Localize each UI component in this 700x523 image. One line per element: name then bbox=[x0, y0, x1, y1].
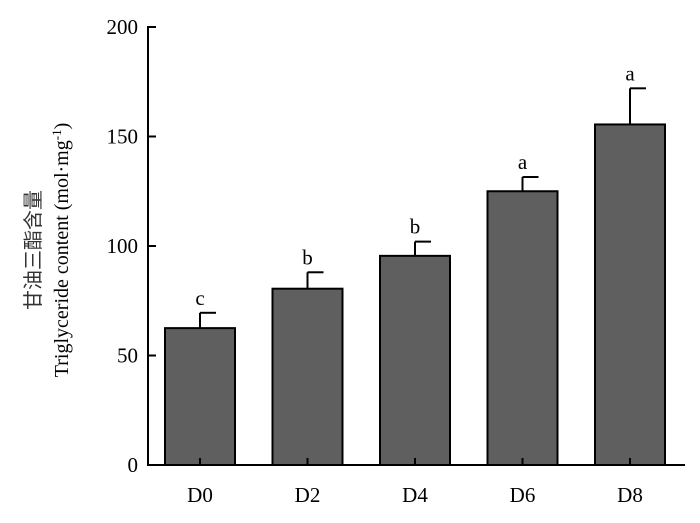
error-bars-group bbox=[199, 87, 646, 329]
x-tick-label: D6 bbox=[510, 483, 536, 507]
y-tick-label: 150 bbox=[107, 125, 139, 149]
x-ticks-group: D0 D2 D4 D6 D8 bbox=[187, 458, 643, 507]
bar-d0 bbox=[164, 327, 236, 466]
y-axis-title-english: Triglyceride content (mol·mg-1) bbox=[49, 123, 74, 378]
significance-letter: a bbox=[518, 150, 528, 174]
significance-letter: b bbox=[302, 245, 313, 269]
y-tick-label: 50 bbox=[117, 344, 138, 368]
significance-letter: c bbox=[195, 286, 204, 310]
x-tick-label: D4 bbox=[402, 483, 428, 507]
significance-letter: b bbox=[410, 215, 421, 239]
y-axis-title: 甘油三酯含量 Triglyceride content (mol·mg-1) bbox=[21, 123, 73, 378]
bar-d2 bbox=[271, 287, 344, 466]
x-tick-label: D8 bbox=[617, 483, 643, 507]
significance-letters-group: c b b a a bbox=[195, 61, 635, 309]
y-tick-label: 100 bbox=[107, 234, 139, 258]
y-tick-label: 200 bbox=[107, 15, 139, 39]
bar-d6 bbox=[486, 190, 559, 466]
y-axis-title-chinese: 甘油三酯含量 bbox=[21, 190, 45, 310]
bars-group bbox=[164, 123, 666, 467]
y-tick-label: 0 bbox=[128, 453, 139, 477]
y-ticks-group: 0 50 100 150 200 bbox=[107, 15, 156, 477]
significance-letter: a bbox=[625, 61, 635, 85]
x-tick-label: D0 bbox=[187, 483, 213, 507]
bar-d8 bbox=[594, 123, 666, 467]
bar-d4 bbox=[379, 254, 451, 466]
x-tick-label: D2 bbox=[295, 483, 321, 507]
